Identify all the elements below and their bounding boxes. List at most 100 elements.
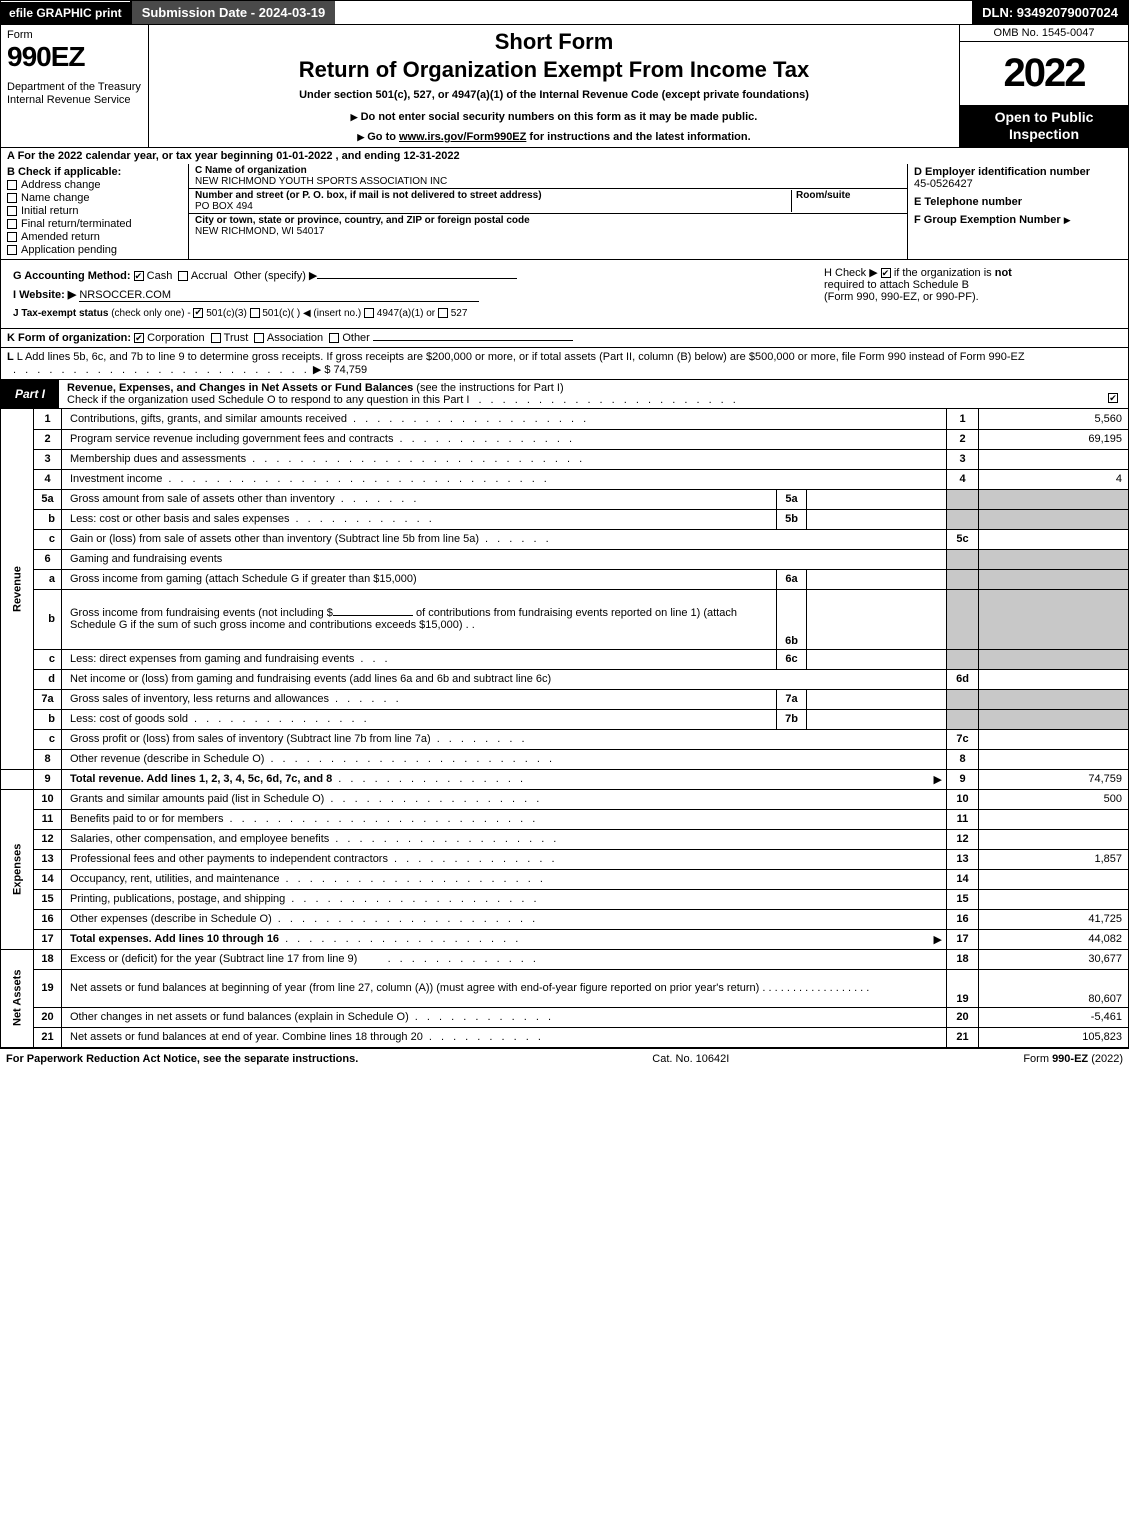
line-6d: d Net income or (loss) from gaming and f… [1, 669, 1129, 689]
chk-501c3[interactable] [193, 308, 203, 318]
efile-print[interactable]: efile GRAPHIC print [1, 2, 130, 24]
chk-corporation[interactable] [134, 333, 144, 343]
ssn-warning: Do not enter social security numbers on … [159, 111, 949, 123]
org-name-row: C Name of organization NEW RICHMOND YOUT… [189, 164, 907, 189]
tax-year: 2022 [960, 42, 1128, 105]
expenses-label: Expenses [1, 789, 34, 949]
phone-row: E Telephone number [914, 196, 1122, 208]
chk-527[interactable] [438, 308, 448, 318]
irs-link[interactable]: www.irs.gov/Form990EZ [399, 131, 526, 143]
street-label: Number and street (or P. O. box, if mail… [195, 190, 542, 201]
val-10: 500 [979, 789, 1129, 809]
line-15: 15 Printing, publications, postage, and … [1, 889, 1129, 909]
chk-association[interactable] [254, 333, 264, 343]
group-label: F Group Exemption Number [914, 214, 1061, 226]
ssn-text: Do not enter social security numbers on … [361, 111, 758, 123]
section-c: C Name of organization NEW RICHMOND YOUT… [189, 164, 908, 259]
phone-label: E Telephone number [914, 196, 1022, 208]
chk-pending[interactable]: Application pending [7, 244, 182, 256]
line-12: 12 Salaries, other compensation, and emp… [1, 829, 1129, 849]
line-11: 11 Benefits paid to or for members. . . … [1, 809, 1129, 829]
val-7a [807, 689, 947, 709]
section-b: B Check if applicable: Address change Na… [1, 164, 189, 259]
h-label: H Check ▶ [824, 267, 878, 279]
form-word: Form [7, 29, 142, 41]
val-8 [979, 749, 1129, 769]
line-14: 14 Occupancy, rent, utilities, and maint… [1, 869, 1129, 889]
line-9: 9 Total revenue. Add lines 1, 2, 3, 4, 5… [1, 769, 1129, 789]
street-row: Number and street (or P. O. box, if mail… [189, 189, 907, 214]
line-5b: b Less: cost or other basis and sales ex… [1, 509, 1129, 529]
city-value: NEW RICHMOND, WI 54017 [195, 226, 324, 237]
group-exemption-row: F Group Exemption Number [914, 214, 1122, 226]
line-5a: 5a Gross amount from sale of assets othe… [1, 489, 1129, 509]
section-a: A For the 2022 calendar year, or tax yea… [0, 148, 1129, 164]
city-row: City or town, state or province, country… [189, 214, 907, 238]
top-bar: efile GRAPHIC print Submission Date - 20… [0, 0, 1129, 25]
paperwork-notice: For Paperwork Reduction Act Notice, see … [6, 1053, 358, 1065]
netassets-label: Net Assets [1, 949, 34, 1047]
chk-amended[interactable]: Amended return [7, 231, 182, 243]
val-3 [979, 449, 1129, 469]
chk-address-change[interactable]: Address change [7, 179, 182, 191]
cat-number: Cat. No. 10642I [652, 1053, 729, 1065]
val-12 [979, 829, 1129, 849]
goto-line: Go to www.irs.gov/Form990EZ for instruct… [159, 131, 949, 143]
line-6c: c Less: direct expenses from gaming and … [1, 649, 1129, 669]
chk-trust[interactable] [211, 333, 221, 343]
val-19: 80,607 [979, 969, 1129, 1007]
chk-cash[interactable] [134, 271, 144, 281]
b-label: B Check if applicable: [7, 166, 121, 178]
val-16: 41,725 [979, 909, 1129, 929]
l-text: L Add lines 5b, 6c, and 7b to line 9 to … [17, 351, 1025, 363]
website-value: NRSOCCER.COM [79, 289, 171, 301]
chk-initial-return[interactable]: Initial return [7, 205, 182, 217]
section-i: I Website: ▶ NRSOCCER.COM [7, 285, 812, 305]
section-j: J Tax-exempt status (check only one) - 5… [7, 305, 812, 322]
section-def: D Employer identification number 45-0526… [908, 164, 1128, 259]
chk-accrual[interactable] [178, 271, 188, 281]
chk-other-org[interactable] [329, 333, 339, 343]
line-7c: c Gross profit or (loss) from sales of i… [1, 729, 1129, 749]
val-4: 4 [979, 469, 1129, 489]
street-value: PO BOX 494 [195, 201, 253, 212]
chk-final-return[interactable]: Final return/terminated [7, 218, 182, 230]
val-5a [807, 489, 947, 509]
other-org-input[interactable] [373, 340, 573, 341]
section-l: L L Add lines 5b, 6c, and 7b to line 9 t… [0, 348, 1129, 380]
header-center: Short Form Return of Organization Exempt… [149, 25, 960, 147]
val-11 [979, 809, 1129, 829]
ein-label: D Employer identification number [914, 166, 1090, 178]
line-8: 8 Other revenue (describe in Schedule O)… [1, 749, 1129, 769]
line-13: 13 Professional fees and other payments … [1, 849, 1129, 869]
submission-date: Submission Date - 2024-03-19 [130, 1, 336, 24]
goto-suffix: for instructions and the latest informat… [526, 131, 750, 143]
form-header: Form 990EZ Department of the Treasury In… [0, 25, 1129, 148]
section-h: H Check ▶ if the organization is not req… [818, 260, 1128, 328]
val-6b [807, 589, 947, 649]
header-right: OMB No. 1545-0047 2022 Open to Public In… [960, 25, 1128, 147]
form-ref: Form 990-EZ (2022) [1023, 1053, 1123, 1065]
val-18: 30,677 [979, 949, 1129, 969]
chk-name-change[interactable]: Name change [7, 192, 182, 204]
line-2: 2 Program service revenue including gove… [1, 429, 1129, 449]
section-g: G Accounting Method: Cash Accrual Other … [7, 266, 812, 285]
room-label: Room/suite [796, 190, 850, 201]
part1-checkbox[interactable] [1098, 380, 1128, 408]
open-public-badge: Open to Public Inspection [960, 105, 1128, 147]
val-6c [807, 649, 947, 669]
org-name: NEW RICHMOND YOUTH SPORTS ASSOCIATION IN… [195, 176, 447, 187]
chk-501c[interactable] [250, 308, 260, 318]
val-9: 74,759 [979, 769, 1129, 789]
fundraising-amount-input[interactable] [333, 615, 413, 616]
line-1: Revenue 1 Contributions, gifts, grants, … [1, 409, 1129, 429]
omb-number: OMB No. 1545-0047 [960, 25, 1128, 42]
line-20: 20 Other changes in net assets or fund b… [1, 1007, 1129, 1027]
ghij-left: G Accounting Method: Cash Accrual Other … [1, 260, 818, 328]
other-method-input[interactable] [317, 278, 517, 279]
chk-schedule-b[interactable] [881, 268, 891, 278]
part1-title-text: Revenue, Expenses, and Changes in Net As… [67, 382, 413, 394]
line-6a: a Gross income from gaming (attach Sched… [1, 569, 1129, 589]
chk-4947[interactable] [364, 308, 374, 318]
ghij-block: G Accounting Method: Cash Accrual Other … [0, 260, 1129, 329]
